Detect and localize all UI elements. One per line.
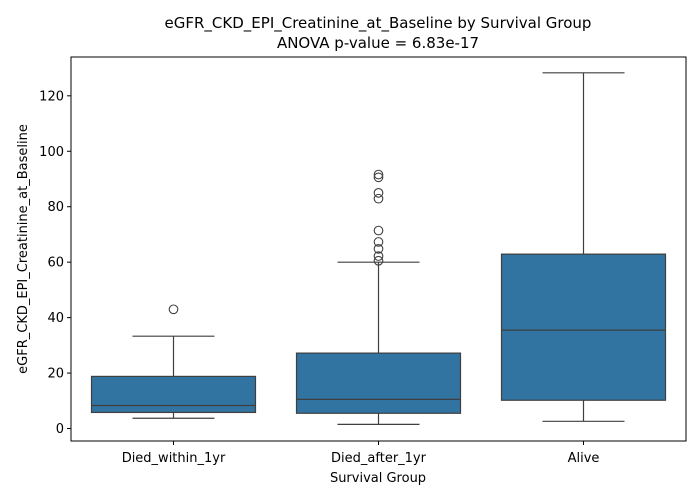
chart-title: eGFR_CKD_EPI_Creatinine_at_Baseline by S… bbox=[165, 14, 592, 33]
x-tick-label: Alive bbox=[568, 451, 600, 466]
outlier-point bbox=[373, 244, 384, 254]
y-tick-label: 120 bbox=[39, 89, 64, 104]
y-tick-label: 60 bbox=[47, 256, 64, 271]
outlier-point bbox=[168, 304, 179, 315]
y-tick-label: 100 bbox=[39, 145, 64, 160]
x-tick-label: Died_within_1yr bbox=[122, 451, 226, 466]
outlier-point bbox=[373, 172, 384, 183]
outlier-point bbox=[373, 188, 384, 198]
y-tick-label: 80 bbox=[47, 200, 64, 215]
x-axis-label: Survival Group bbox=[330, 471, 426, 486]
y-tick-label: 0 bbox=[56, 422, 64, 437]
box-group-died-after-1yr bbox=[295, 169, 462, 425]
iqr-box bbox=[295, 352, 462, 414]
iqr-box bbox=[500, 253, 667, 401]
x-tick-label: Died_after_1yr bbox=[331, 451, 427, 466]
outlier-point bbox=[373, 225, 384, 236]
outlier-point bbox=[373, 193, 384, 204]
plot-frame bbox=[70, 56, 687, 442]
box-group-alive bbox=[500, 72, 667, 422]
chart-subtitle: ANOVA p-value = 6.83e-17 bbox=[277, 34, 479, 52]
iqr-box bbox=[90, 375, 257, 414]
plot-area: 0 20 40 60 80 100 120 Died_within_1yr Died_after… bbox=[39, 72, 667, 466]
outlier-point bbox=[373, 169, 384, 180]
y-tick-label: 40 bbox=[47, 311, 64, 326]
y-axis-label: eGFR_CKD_EPI_Creatinine_at_Baseline bbox=[16, 124, 31, 374]
y-tick-label: 20 bbox=[47, 367, 64, 382]
outlier-point bbox=[373, 255, 384, 266]
box-group-died-within-1yr bbox=[90, 304, 257, 419]
outlier-point bbox=[373, 237, 384, 247]
outlier-point bbox=[373, 251, 384, 261]
